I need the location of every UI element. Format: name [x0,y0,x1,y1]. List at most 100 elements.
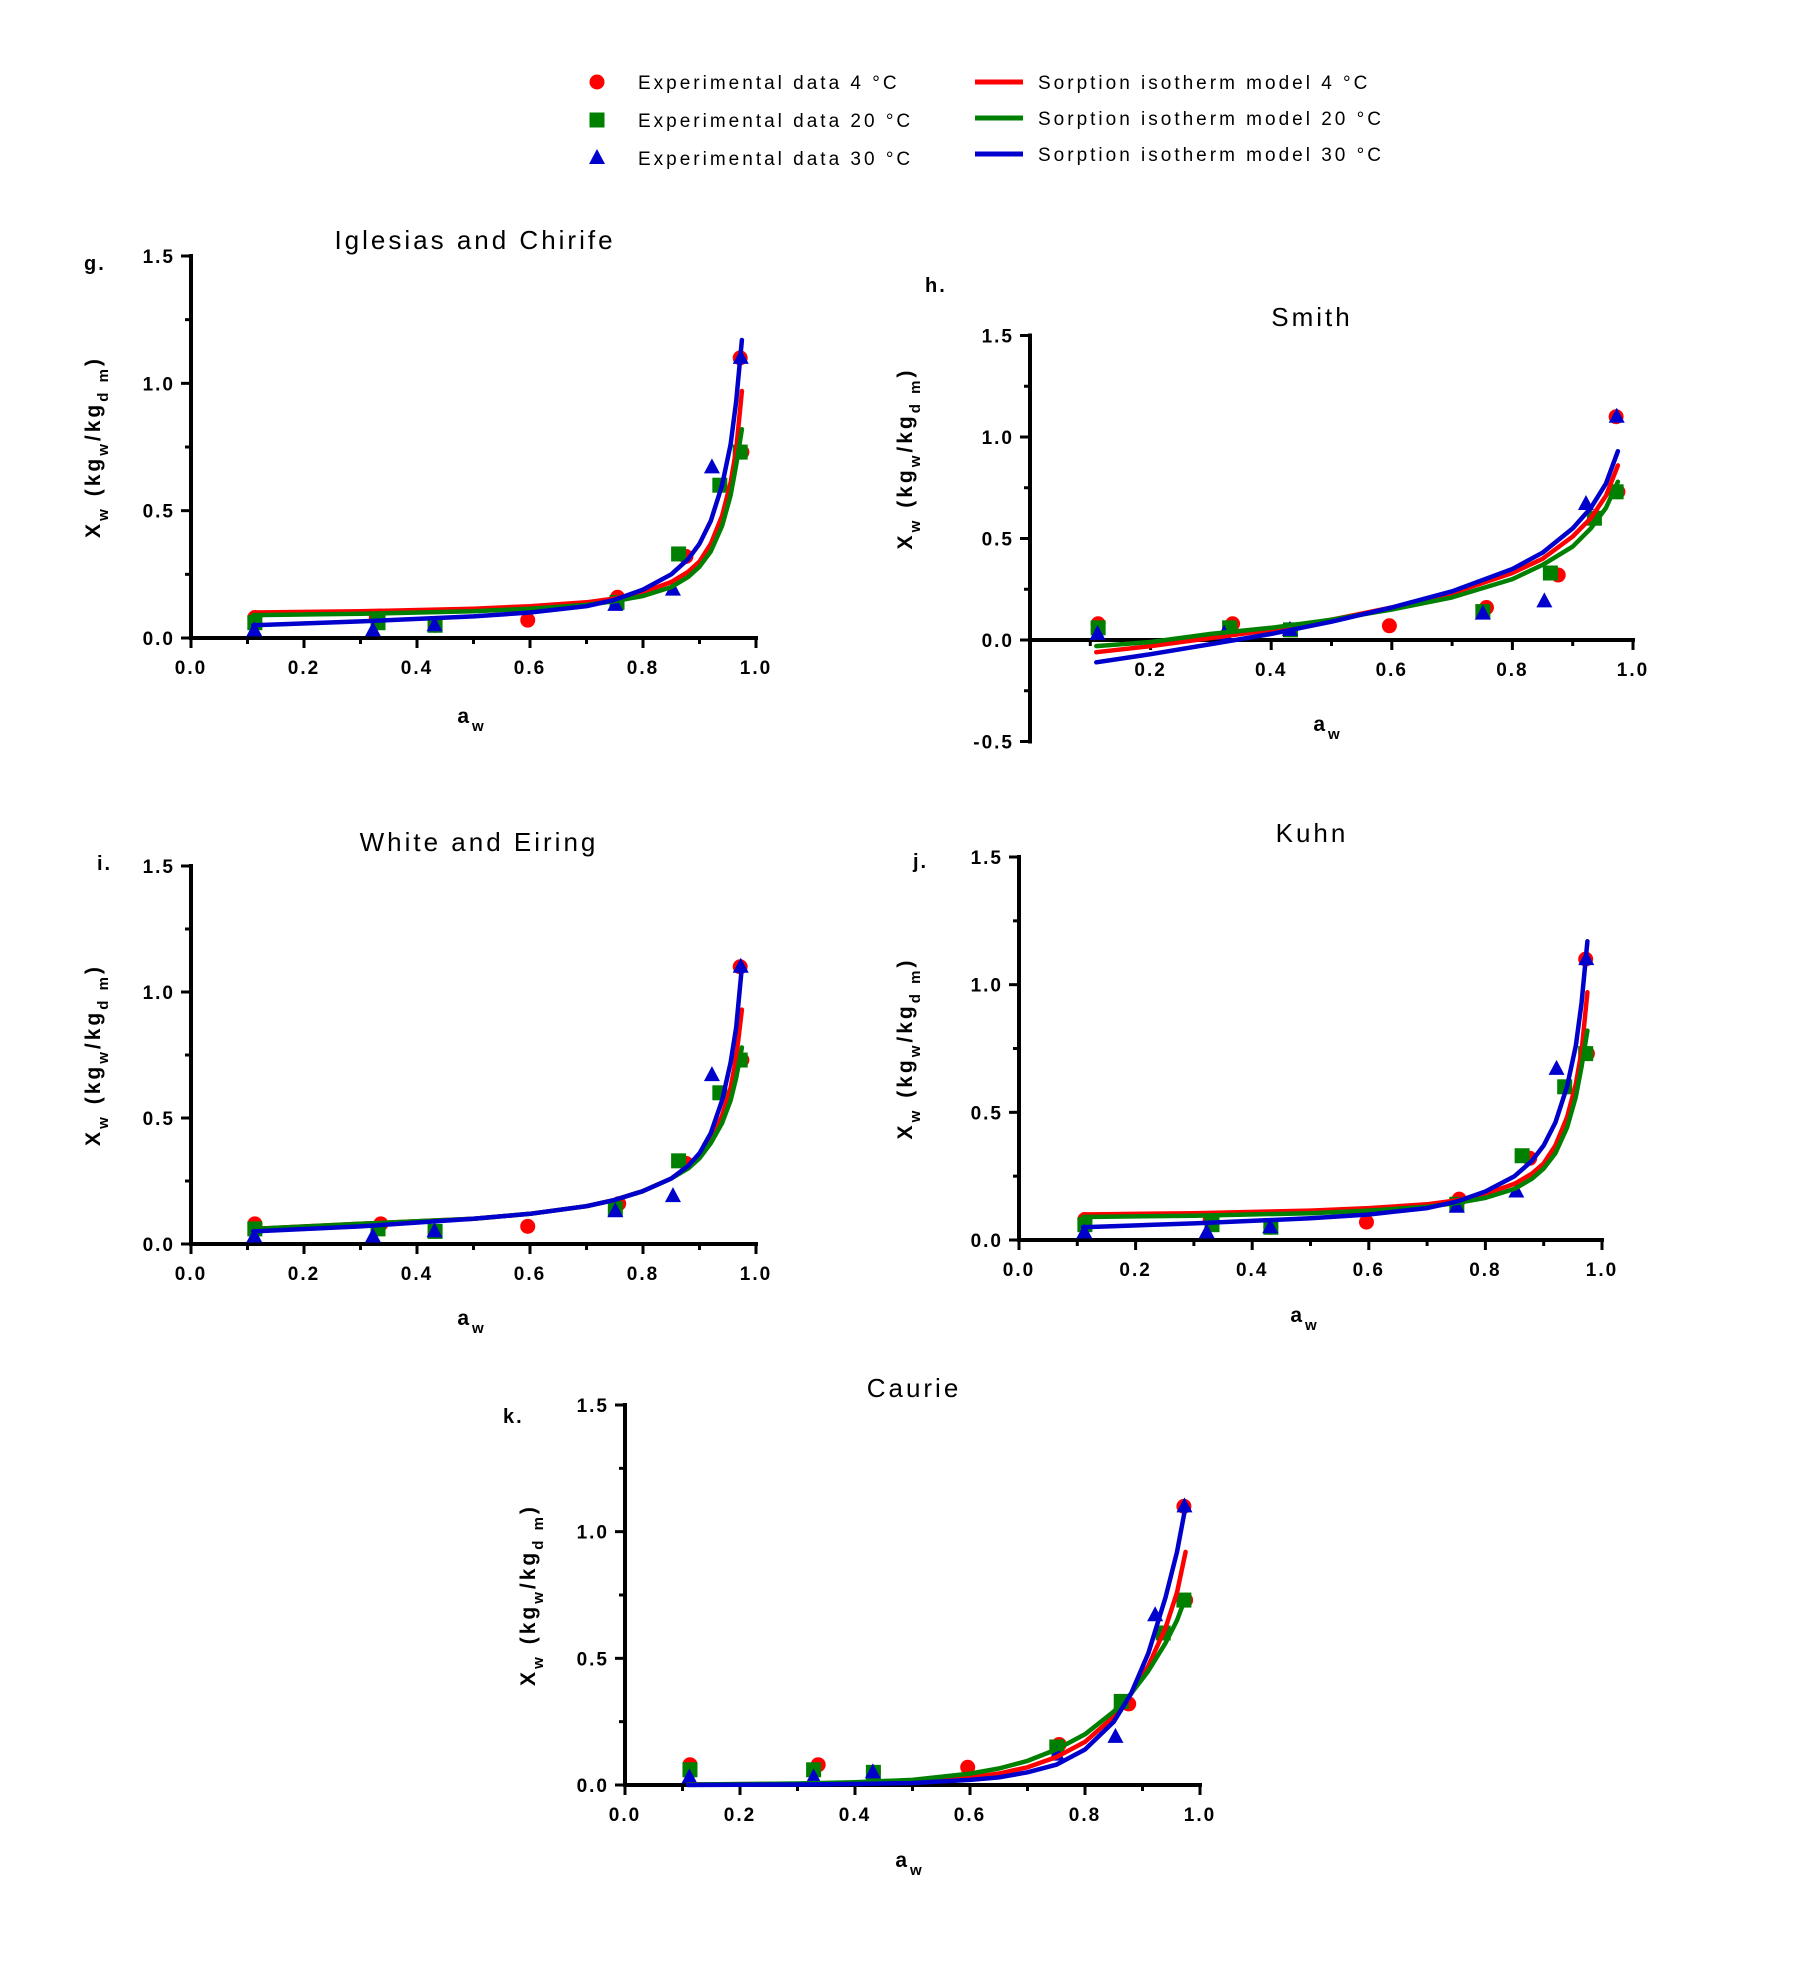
panel-letter: i. [97,853,112,875]
data-point-triangle [703,1066,720,1082]
chart-panels: 0.0 0.2 0.4 0.6 0.8 1.0 0.0 0.5 1.0 1.5 Iglesias a… [82,225,1649,1879]
model-curve [1080,1028,1590,1220]
data-point-triangle [864,1763,881,1779]
y-tick-label: 1.0 [577,1523,609,1544]
legend-marker-triangle [589,149,605,164]
y-tick-label: 0.5 [971,1103,1003,1124]
y-tick-label: 1.0 [971,976,1003,997]
data-point-circle [520,612,536,628]
data-point-triangle [426,616,443,632]
x-tick-label: 0.8 [1469,1260,1501,1281]
x-axis-title: aw [1290,1304,1319,1334]
model-curve [1094,479,1621,649]
model-curve [250,388,745,615]
model-curve [1094,463,1621,655]
legend-marker-square [589,112,605,128]
y-axis-title-main: X [517,1669,540,1686]
chart-panel-i: 0.0 0.2 0.4 0.6 0.8 1.0 0.0 0.5 1.0 1.5 White and … [82,827,770,1337]
y-axis-title-unit-slash: /kg [82,1010,105,1049]
data-point-triangle [805,1768,822,1784]
x-tick-label: 0.0 [175,1264,207,1285]
legend: Experimental data 4 °C Experimental data … [589,73,1384,170]
chart-title: White and Eiring [360,827,599,857]
data-point-triangle [607,595,624,611]
legend-marker-circle [589,74,605,90]
x-tick-label: 0.2 [1134,660,1166,681]
x-tick-label: 0.2 [288,658,320,679]
x-tick-label: 0.6 [514,1264,546,1285]
x-tick-label: 0.0 [609,1805,641,1826]
x-axis-title-main: a [1313,713,1328,736]
x-axis-title-main: a [895,1849,910,1872]
model-curve [686,1549,1188,1787]
data-point-square [671,1153,687,1169]
y-axis-title-unit-sub: w [907,453,924,469]
x-axis-title: aw [1313,713,1342,743]
model-curve [686,1504,1188,1788]
model-curve [1080,990,1590,1217]
x-tick-label: 0.8 [1069,1805,1101,1826]
data-point-square [1514,1148,1530,1164]
legend-label: Sorption isotherm model 30 °C [1038,145,1384,166]
y-tick-label: 1.0 [982,428,1014,449]
legend-label: Experimental data 4 °C [638,73,900,94]
chart-panel-g: 0.0 0.2 0.4 0.6 0.8 1.0 0.0 0.5 1.0 1.5 Iglesias a… [82,225,770,735]
x-tick-label: 0.2 [288,1264,320,1285]
panel-letter: j. [912,851,928,873]
legend-item: Experimental data 20 °C [589,111,910,132]
data-point-square [671,546,687,562]
x-axis-title-sub: w [471,718,487,735]
x-axis-title-sub: w [909,1862,925,1879]
x-tick-label: 0.6 [514,658,546,679]
x-tick-label: 0.0 [1003,1260,1035,1281]
y-axis-title-unit-sub2: d m [907,378,924,414]
y-axis-title-unit-sub2: d m [907,968,924,1004]
model-curve [250,964,745,1234]
model-curve [1094,448,1621,665]
y-axis-title-unit-sub2: d m [530,1514,547,1550]
y-tick-label: 0.5 [143,1109,175,1130]
data-point-circle [1358,1214,1374,1230]
chart-panel-h: 0.2 0.4 0.6 0.8 1.0-0.50.00.51.01.5Smithh.aw… [894,275,1649,754]
y-tick-label: 0.0 [143,629,175,650]
legend-item: Sorption isotherm model 30 °C [975,145,1384,166]
x-tick-label: 0.8 [627,658,659,679]
y-tick-label: 0.5 [982,530,1014,551]
data-point-triangle [1198,1223,1215,1239]
legend-item: Sorption isotherm model 20 °C [975,109,1381,130]
y-axis-title-unit-slash: /kg [517,1550,540,1589]
y-axis-title-unit-sub: w [907,1043,924,1059]
data-point-triangle [426,1222,443,1238]
y-axis-title: Xw(kgw/kgd m) [517,1504,547,1686]
y-axis-title-unit-open: (kg [894,1057,917,1098]
y-axis-title-unit-close: ) [517,1504,540,1514]
legend-item: Experimental data 4 °C [589,73,900,94]
y-axis-title-unit-sub: w [95,441,112,457]
data-point-triangle [246,1227,263,1243]
y-tick-label: 0.0 [982,631,1014,652]
legend-item: Experimental data 30 °C [589,149,910,170]
x-tick-label: 1.0 [1586,1260,1618,1281]
data-point-triangle [364,1227,381,1243]
y-axis-title-unit-open: (kg [517,1604,540,1645]
data-point-triangle [1076,1223,1093,1239]
y-axis-title-unit-sub2: d m [95,974,112,1010]
x-axis-title: aw [457,1307,486,1337]
x-tick-label: 1.0 [1617,660,1649,681]
chart-title: Smith [1271,302,1352,332]
chart-title: Caurie [867,1373,962,1403]
x-tick-label: 0.2 [1119,1260,1151,1281]
y-tick-label: 0.0 [971,1231,1003,1252]
x-axis-title: aw [895,1849,924,1879]
y-axis-title-unit-open: (kg [894,467,917,508]
y-tick-label: 1.5 [982,327,1014,348]
data-point-square [1542,565,1558,581]
panel-letter: h. [925,275,947,297]
y-tick-label: 1.5 [577,1396,609,1417]
chart-panel-k: 0.0 0.2 0.4 0.6 0.8 1.00.00.51.01.5Cauriek.aw… [503,1373,1214,1879]
x-axis-title: aw [457,705,486,735]
x-tick-label: 0.4 [1236,1260,1268,1281]
y-axis-title-unit-open: (kg [82,456,105,497]
y-tick-label: 1.0 [143,983,175,1004]
